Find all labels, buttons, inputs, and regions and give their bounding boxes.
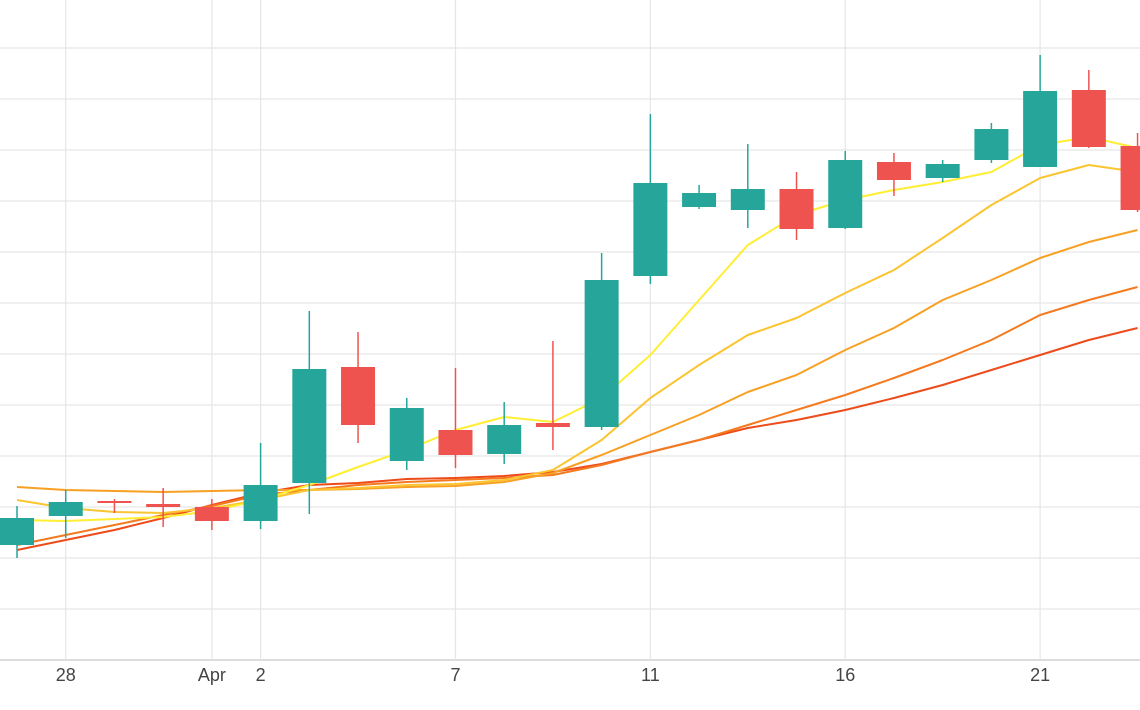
candle-body bbox=[584, 280, 619, 427]
candle-body bbox=[194, 507, 229, 521]
x-tick-label: 11 bbox=[641, 665, 660, 685]
candle-body bbox=[974, 129, 1009, 160]
candle-body bbox=[48, 502, 83, 516]
x-tick-label: 7 bbox=[450, 665, 460, 685]
candle-body bbox=[682, 193, 717, 207]
candle-body bbox=[925, 164, 960, 178]
candle-body bbox=[779, 189, 814, 229]
candle-body bbox=[1071, 90, 1106, 147]
candle-body bbox=[487, 425, 522, 454]
candle-body bbox=[243, 485, 278, 521]
grid bbox=[0, 0, 1140, 661]
candle-body bbox=[146, 504, 181, 507]
candle-body bbox=[730, 189, 765, 210]
moving-average-line bbox=[16, 229, 1138, 493]
x-tick-label: 28 bbox=[56, 665, 76, 685]
candle-body bbox=[389, 408, 424, 461]
plot-area bbox=[0, 55, 1140, 558]
x-axis: 28 Apr 2 7 11 16 21 bbox=[56, 665, 1050, 685]
candle-body bbox=[828, 160, 863, 228]
x-tick-label: Apr bbox=[198, 665, 226, 685]
candle-body bbox=[535, 423, 570, 427]
x-tick-label: 2 bbox=[256, 665, 266, 685]
candle-body bbox=[438, 430, 473, 455]
candle-body bbox=[341, 367, 376, 425]
moving-average-line bbox=[16, 164, 1138, 514]
x-tick-label: 21 bbox=[1030, 665, 1050, 685]
moving-average-line bbox=[16, 327, 1138, 551]
moving-average-line bbox=[16, 286, 1138, 546]
candle-body bbox=[292, 369, 327, 483]
candle-body bbox=[876, 162, 911, 180]
candle-body bbox=[1023, 91, 1058, 167]
x-tick-label: 16 bbox=[835, 665, 855, 685]
candle-body bbox=[1120, 146, 1140, 210]
candle-body bbox=[0, 518, 34, 545]
candle-body bbox=[633, 183, 668, 276]
candle-body bbox=[97, 501, 132, 503]
